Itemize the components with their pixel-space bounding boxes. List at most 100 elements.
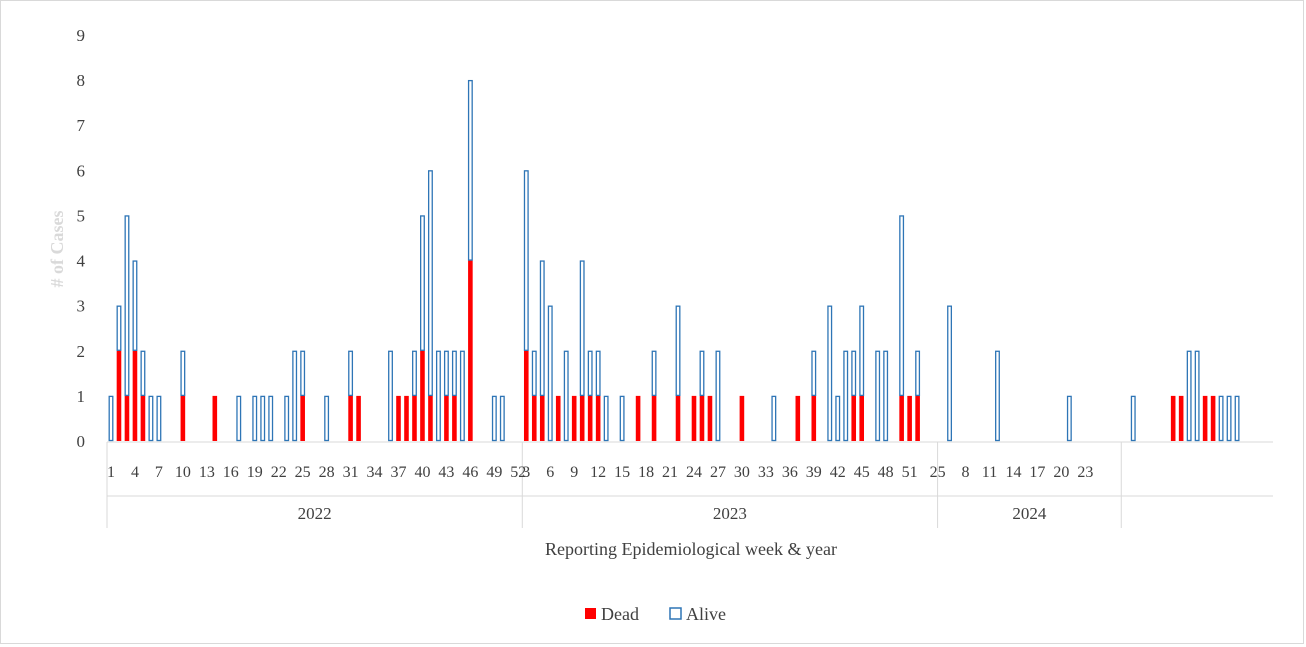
bar-dead <box>1178 395 1184 441</box>
bar-alive <box>443 350 449 397</box>
y-tick-label: 4 <box>77 252 86 271</box>
bar-alive <box>851 350 857 397</box>
bar-alive <box>435 350 441 442</box>
y-tick-label: 2 <box>77 342 86 361</box>
bar-alive <box>268 395 274 442</box>
bar-alive <box>1130 395 1136 442</box>
x-tick-label: 14 <box>1005 464 1021 481</box>
legend-label-alive: Alive <box>686 604 726 624</box>
x-tick-label: 3 <box>522 464 530 481</box>
bar-dead <box>1170 395 1176 441</box>
legend-swatch-alive <box>669 607 682 620</box>
bar-dead <box>356 395 361 441</box>
bar-alive <box>1234 395 1240 442</box>
x-tick-label: 25 <box>295 464 311 481</box>
x-tick-label: 33 <box>758 464 774 481</box>
x-tick-label: 43 <box>438 464 454 481</box>
x-tick-label: 28 <box>319 464 335 481</box>
bar-alive <box>651 350 657 397</box>
bar-dead <box>531 395 537 441</box>
bar-alive <box>1066 395 1072 442</box>
bar-alive <box>180 350 186 397</box>
bar-alive <box>835 395 841 442</box>
bar-alive <box>420 215 425 351</box>
x-tick-label: 11 <box>982 464 997 481</box>
bar-dead <box>859 395 865 441</box>
x-tick-label: 18 <box>638 464 654 481</box>
bar-dead <box>420 350 425 441</box>
bar-alive <box>324 395 330 442</box>
bar-alive <box>875 350 881 442</box>
bar-dead <box>587 395 593 441</box>
y-tick-label: 7 <box>77 116 86 135</box>
x-tick-label: 51 <box>902 464 918 481</box>
x-tick-label: 36 <box>782 464 798 481</box>
bar-alive <box>467 79 473 261</box>
bar-alive <box>843 350 849 442</box>
y-axis-title: # of Cases <box>47 211 67 288</box>
bar-alive <box>883 350 889 442</box>
bar-dead <box>851 395 857 441</box>
bar-alive <box>300 350 306 397</box>
bar-dead <box>739 395 745 441</box>
bar-dead <box>651 395 657 441</box>
bar-dead <box>132 350 138 441</box>
y-tick-label: 9 <box>77 26 86 45</box>
bar-dead <box>452 395 457 441</box>
y-tick-label: 0 <box>77 432 86 451</box>
y-tick-label: 1 <box>77 387 86 406</box>
bar-alive <box>699 350 705 397</box>
x-tick-label: 27 <box>710 464 726 481</box>
bar-alive <box>427 170 433 397</box>
bar-alive <box>675 305 681 397</box>
x-tick-label: 42 <box>830 464 846 481</box>
bar-dead <box>180 395 186 441</box>
x-tick-label: 17 <box>1029 464 1045 481</box>
y-tick-label: 8 <box>77 71 86 90</box>
x-tick-label: 4 <box>131 464 139 481</box>
bar-alive <box>252 395 258 442</box>
bar-dead <box>795 395 801 441</box>
x-tick-label: 20 <box>1053 464 1069 481</box>
year-label: 2023 <box>713 504 747 523</box>
bar-dead <box>140 395 146 441</box>
legend: Dead Alive <box>585 604 726 624</box>
x-tick-label: 37 <box>391 464 407 481</box>
x-axis-title: Reporting Epidemiological week & year <box>545 539 837 559</box>
bar-alive <box>412 350 417 397</box>
y-tick-label: 6 <box>77 161 86 180</box>
x-tick-label: 21 <box>662 464 678 481</box>
bar-alive <box>547 305 553 442</box>
bar-alive <box>587 350 593 397</box>
bar-alive <box>348 350 354 397</box>
bar-dead <box>300 395 305 441</box>
x-tick-label: 39 <box>806 464 822 481</box>
bar-alive <box>947 305 953 442</box>
bar-dead <box>1210 395 1216 441</box>
bar-dead <box>811 395 817 441</box>
x-tick-label: 52 <box>510 464 526 481</box>
bar-alive <box>108 395 114 442</box>
bars-layer <box>108 79 1240 442</box>
x-tick-label: 6 <box>546 464 554 481</box>
bar-dead <box>468 260 473 441</box>
bar-dead <box>707 395 713 441</box>
bar-dead <box>396 395 401 441</box>
x-tick-label: 34 <box>367 464 383 481</box>
bar-dead <box>444 395 449 441</box>
x-tick-label: 8 <box>962 464 970 481</box>
bar-alive <box>619 395 625 442</box>
bar-alive <box>771 395 777 442</box>
x-tick-label: 10 <box>175 464 191 481</box>
bar-alive <box>284 395 290 442</box>
bar-alive <box>499 395 505 442</box>
bar-dead <box>579 395 585 441</box>
bar-dead <box>675 395 681 441</box>
bar-alive <box>148 395 154 442</box>
year-label: 2022 <box>298 504 332 523</box>
bar-dead <box>899 395 904 441</box>
bar-alive <box>899 215 905 397</box>
